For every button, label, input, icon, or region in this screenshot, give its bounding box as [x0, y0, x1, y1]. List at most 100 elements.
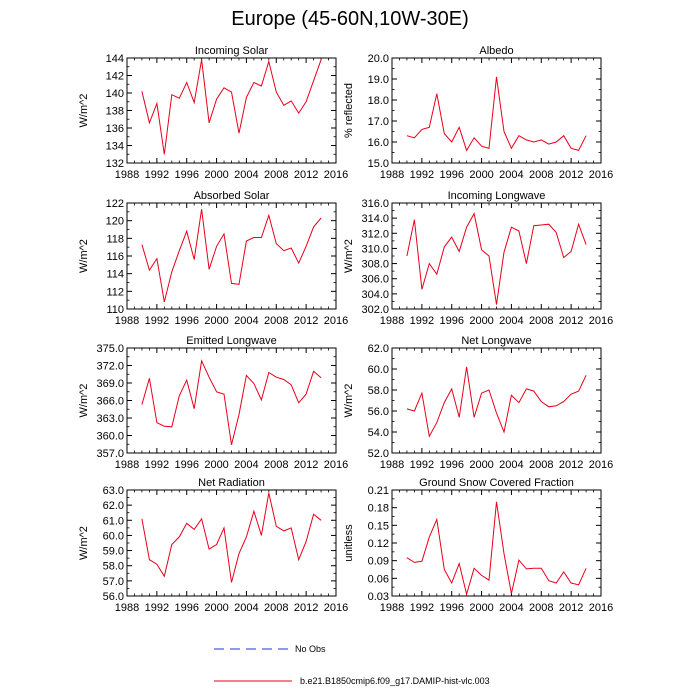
y-tick-label: 57.0 — [103, 576, 124, 588]
y-tick-label: 144 — [106, 53, 124, 65]
x-tick-label: 2012 — [559, 315, 583, 327]
x-tick-label: 1992 — [145, 315, 169, 327]
y-tick-label: 60.0 — [368, 364, 389, 376]
x-tick-label: 1996 — [439, 602, 463, 614]
x-tick-label: 2008 — [264, 602, 288, 614]
panel-4: Incoming Longwave W/m^2 1988 1992 1996 2000 20… — [343, 190, 613, 327]
panel-title: Ground Snow Covered Fraction — [419, 477, 574, 489]
y-tick-label: 140 — [106, 88, 124, 100]
series-line — [141, 59, 322, 155]
y-tick-label: 18.0 — [368, 95, 389, 107]
y-tick-label: 316.0 — [361, 198, 389, 210]
y-tick-label: 60.0 — [103, 530, 124, 542]
panel-title: Net Radiation — [198, 477, 265, 489]
x-tick-label: 2016 — [324, 315, 348, 327]
y-tick-label: 118 — [106, 233, 124, 245]
y-tick-label: 136 — [106, 123, 124, 135]
x-tick-label: 2008 — [529, 169, 553, 181]
y-axis-label: W/m^2 — [78, 526, 90, 560]
y-tick-label: 132 — [106, 158, 124, 170]
y-tick-label: 58.0 — [103, 561, 124, 573]
x-tick-label: 1992 — [410, 602, 434, 614]
y-tick-label: 19.0 — [368, 74, 389, 86]
panel-title: Incoming Longwave — [448, 190, 546, 202]
x-tick-label: 1988 — [115, 602, 139, 614]
y-tick-label: 306.0 — [361, 274, 389, 286]
x-tick-label: 2004 — [234, 602, 258, 614]
x-tick-label: 2004 — [499, 169, 523, 181]
y-tick-label: 138 — [106, 106, 124, 118]
x-tick-label: 2008 — [264, 169, 288, 181]
x-tick-label: 2000 — [204, 315, 228, 327]
panel-1: Incoming Solar W/m^2 1988 1992 1996 2000 2004 2… — [78, 45, 348, 181]
y-axis-label: W/m^2 — [78, 94, 90, 128]
y-tick-label: 58.0 — [368, 385, 389, 397]
y-axis-label: W/m^2 — [343, 239, 355, 273]
plot-frame — [126, 347, 337, 454]
x-tick-label: 2004 — [499, 315, 523, 327]
x-tick-label: 2004 — [234, 169, 258, 181]
y-tick-label: 112 — [106, 286, 124, 298]
y-axis-label: W/m^2 — [343, 384, 355, 418]
series-line — [406, 366, 587, 438]
y-tick-label: 0.21 — [368, 485, 389, 497]
y-tick-label: 0.03 — [368, 591, 389, 603]
x-tick-label: 2008 — [529, 459, 553, 471]
x-tick-label: 2000 — [469, 459, 493, 471]
plot-frame — [391, 202, 602, 310]
y-tick-label: 134 — [106, 141, 124, 153]
x-tick-label: 2012 — [294, 169, 318, 181]
x-tick-label: 2000 — [469, 315, 493, 327]
x-tick-label: 2016 — [589, 602, 613, 614]
y-tick-label: 0.18 — [368, 503, 389, 515]
x-tick-label: 1988 — [115, 315, 139, 327]
series-line — [406, 212, 587, 305]
y-tick-label: 372.0 — [96, 361, 124, 373]
x-tick-label: 1988 — [380, 459, 404, 471]
x-tick-label: 2000 — [204, 169, 228, 181]
y-tick-label: 363.0 — [96, 413, 124, 425]
x-tick-label: 1992 — [145, 169, 169, 181]
x-tick-label: 2000 — [204, 459, 228, 471]
y-tick-label: 360.0 — [96, 431, 124, 443]
panel-3: Absorbed Solar W/m^2 1988 1992 1996 2000 2004 2… — [78, 190, 348, 327]
y-tick-label: 56.0 — [103, 591, 124, 603]
x-tick-label: 2000 — [469, 169, 493, 181]
x-tick-label: 1992 — [410, 169, 434, 181]
y-tick-label: 63.0 — [103, 485, 124, 497]
y-tick-label: 59.0 — [103, 546, 124, 558]
y-axis-label: % reflected — [343, 83, 355, 138]
x-tick-label: 1988 — [380, 169, 404, 181]
x-tick-label: 2008 — [264, 459, 288, 471]
x-tick-label: 2004 — [234, 459, 258, 471]
x-tick-label: 2012 — [294, 459, 318, 471]
series-line — [406, 76, 587, 152]
y-tick-label: 366.0 — [96, 396, 124, 408]
x-tick-label: 1988 — [115, 169, 139, 181]
series-line — [141, 492, 322, 583]
y-tick-label: 56.0 — [368, 406, 389, 418]
panel-7: Net Radiation W/m^2 1988 1992 1996 2000 2004 20… — [78, 477, 348, 614]
x-tick-label: 1996 — [439, 315, 463, 327]
legend-no-obs-label: No Obs — [295, 644, 326, 654]
x-tick-label: 1996 — [174, 315, 198, 327]
x-tick-label: 2008 — [264, 315, 288, 327]
y-tick-label: 62.0 — [103, 500, 124, 512]
panel-6: Net Longwave W/m^2 1988 1992 1996 2000 2004 200… — [343, 335, 613, 471]
series-line — [141, 209, 322, 303]
y-tick-label: 0.12 — [368, 538, 389, 550]
panel-title: Net Longwave — [461, 335, 531, 347]
x-tick-label: 2012 — [559, 459, 583, 471]
y-tick-label: 20.0 — [368, 53, 389, 65]
y-tick-label: 357.0 — [96, 448, 124, 460]
y-tick-label: 16.0 — [368, 137, 389, 149]
x-tick-label: 2016 — [589, 315, 613, 327]
y-tick-label: 110 — [106, 304, 124, 316]
plot-frame — [126, 202, 337, 310]
series-line — [406, 501, 587, 597]
y-tick-label: 61.0 — [103, 515, 124, 527]
x-tick-label: 2000 — [469, 602, 493, 614]
x-tick-label: 1992 — [410, 315, 434, 327]
x-tick-label: 2004 — [499, 602, 523, 614]
